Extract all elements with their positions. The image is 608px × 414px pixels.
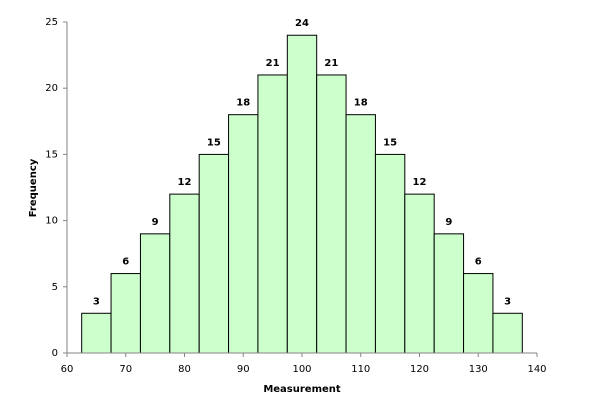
- data-label: 12: [178, 177, 192, 188]
- y-tick-label: 5: [52, 282, 58, 293]
- bar: [316, 74, 347, 354]
- data-label: 12: [413, 177, 427, 188]
- data-label: 24: [295, 18, 309, 29]
- bar: [404, 193, 435, 354]
- data-label: 18: [354, 98, 368, 109]
- data-label: 9: [445, 217, 452, 228]
- data-label: 9: [152, 217, 159, 228]
- data-label: 6: [475, 257, 482, 268]
- bar: [228, 114, 259, 354]
- data-label: 3: [93, 296, 100, 307]
- x-tick-label: 70: [119, 364, 132, 375]
- data-label: 18: [236, 98, 250, 109]
- y-axis-title: Frequency: [28, 158, 39, 217]
- bar: [81, 312, 112, 354]
- x-tick-label: 110: [351, 364, 370, 375]
- x-tick-label: 80: [178, 364, 191, 375]
- data-label: 3: [504, 296, 511, 307]
- data-label: 15: [383, 137, 397, 148]
- bar: [463, 273, 494, 354]
- bar: [374, 153, 406, 354]
- y-tick-label: 0: [52, 348, 58, 359]
- x-tick-label: 120: [410, 364, 429, 375]
- bar: [198, 153, 230, 354]
- data-label: 21: [324, 58, 338, 69]
- data-label: 6: [122, 257, 129, 268]
- bar: [110, 273, 141, 354]
- y-tick-label: 25: [45, 17, 58, 28]
- data-label: 21: [266, 58, 280, 69]
- y-tick-label: 20: [45, 83, 58, 94]
- data-label: 15: [207, 137, 221, 148]
- bar: [139, 233, 171, 354]
- x-tick-label: 130: [469, 364, 488, 375]
- bar: [257, 74, 288, 354]
- bar: [286, 34, 318, 354]
- y-tick-label: 15: [45, 149, 58, 160]
- x-tick-label: 60: [61, 364, 74, 375]
- x-tick-label: 100: [292, 364, 311, 375]
- bar: [169, 193, 200, 354]
- x-tick-label: 140: [527, 364, 546, 375]
- y-tick-label: 10: [45, 216, 58, 227]
- x-axis-title: Measurement: [263, 384, 341, 395]
- bar: [345, 114, 376, 354]
- bar: [433, 233, 465, 354]
- bar: [492, 312, 523, 354]
- x-tick-label: 90: [237, 364, 250, 375]
